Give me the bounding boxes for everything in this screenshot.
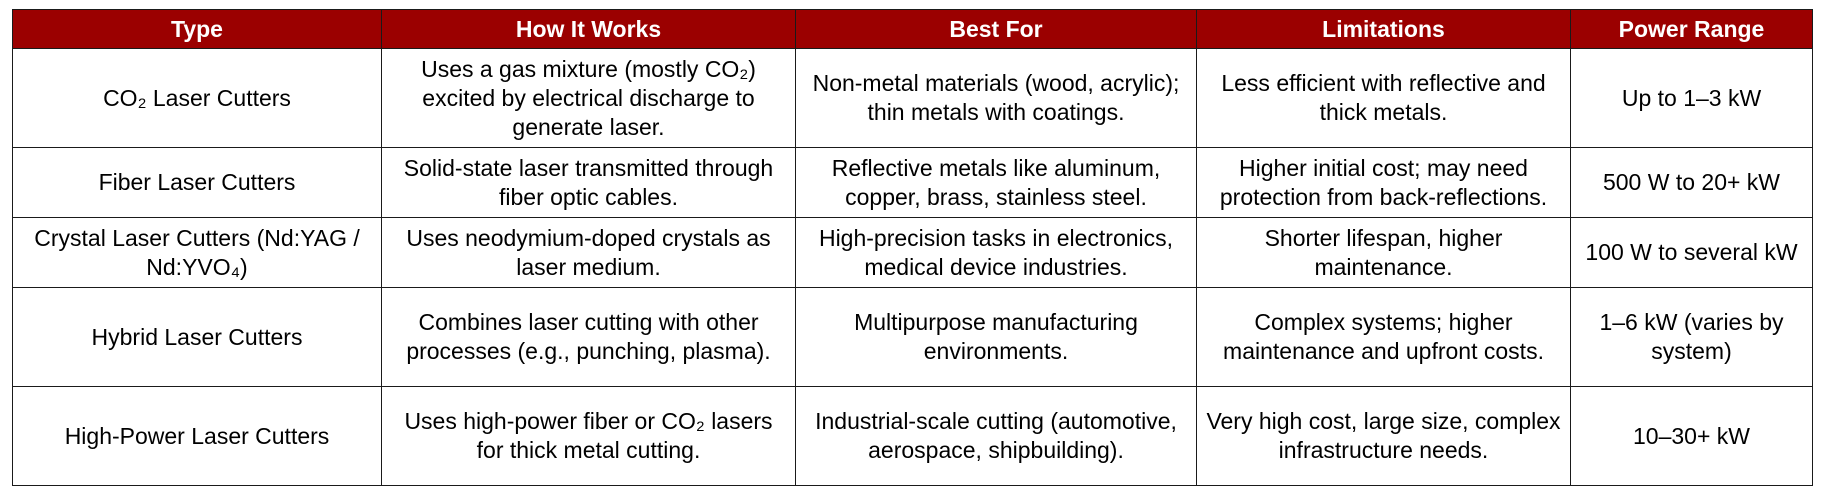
cell-type: CO₂ Laser Cutters bbox=[12, 48, 382, 148]
laser-cutter-comparison-table: Type How It Works Best For Limitations P… bbox=[12, 9, 1813, 486]
table-header: Type How It Works Best For Limitations P… bbox=[12, 9, 1813, 49]
header-power-range: Power Range bbox=[1570, 9, 1813, 49]
header-row: Type How It Works Best For Limitations P… bbox=[12, 9, 1813, 49]
cell-limitations: Very high cost, large size, complex infr… bbox=[1196, 386, 1571, 486]
cell-how-it-works: Uses neodymium-doped crystals as laser m… bbox=[381, 217, 796, 288]
table-body: CO₂ Laser Cutters Uses a gas mixture (mo… bbox=[12, 48, 1813, 486]
cell-power-range: 10–30+ kW bbox=[1570, 386, 1813, 486]
cell-type: Crystal Laser Cutters (Nd:YAG / Nd:YVO₄) bbox=[12, 217, 382, 288]
header-type: Type bbox=[12, 9, 382, 49]
table-row-hybrid: Hybrid Laser Cutters Combines laser cutt… bbox=[12, 287, 1813, 387]
cell-power-range: 1–6 kW (varies by system) bbox=[1570, 287, 1813, 387]
cell-power-range: 100 W to several kW bbox=[1570, 217, 1813, 288]
cell-limitations: Less efficient with reflective and thick… bbox=[1196, 48, 1571, 148]
cell-best-for: Non-metal materials (wood, acrylic); thi… bbox=[795, 48, 1197, 148]
cell-how-it-works: Combines laser cutting with other proces… bbox=[381, 287, 796, 387]
cell-power-range: Up to 1–3 kW bbox=[1570, 48, 1813, 148]
cell-how-it-works: Uses high-power fiber or CO₂ lasers for … bbox=[381, 386, 796, 486]
table-row-fiber: Fiber Laser Cutters Solid-state laser tr… bbox=[12, 147, 1813, 218]
cell-type: Hybrid Laser Cutters bbox=[12, 287, 382, 387]
cell-limitations: Complex systems; higher maintenance and … bbox=[1196, 287, 1571, 387]
header-limitations: Limitations bbox=[1196, 9, 1571, 49]
table-row-crystal: Crystal Laser Cutters (Nd:YAG / Nd:YVO₄)… bbox=[12, 217, 1813, 288]
cell-power-range: 500 W to 20+ kW bbox=[1570, 147, 1813, 218]
header-how-it-works: How It Works bbox=[381, 9, 796, 49]
cell-best-for: Reflective metals like aluminum, copper,… bbox=[795, 147, 1197, 218]
cell-how-it-works: Uses a gas mixture (mostly CO₂) excited … bbox=[381, 48, 796, 148]
cell-limitations: Shorter lifespan, higher maintenance. bbox=[1196, 217, 1571, 288]
cell-best-for: Industrial-scale cutting (automotive, ae… bbox=[795, 386, 1197, 486]
header-best-for: Best For bbox=[795, 9, 1197, 49]
cell-best-for: High-precision tasks in electronics, med… bbox=[795, 217, 1197, 288]
table-row-high-power: High-Power Laser Cutters Uses high-power… bbox=[12, 386, 1813, 486]
cell-type: High-Power Laser Cutters bbox=[12, 386, 382, 486]
cell-limitations: Higher initial cost; may need protection… bbox=[1196, 147, 1571, 218]
cell-best-for: Multipurpose manufacturing environments. bbox=[795, 287, 1197, 387]
table-row-co2: CO₂ Laser Cutters Uses a gas mixture (mo… bbox=[12, 48, 1813, 148]
cell-type: Fiber Laser Cutters bbox=[12, 147, 382, 218]
cell-how-it-works: Solid-state laser transmitted through fi… bbox=[381, 147, 796, 218]
